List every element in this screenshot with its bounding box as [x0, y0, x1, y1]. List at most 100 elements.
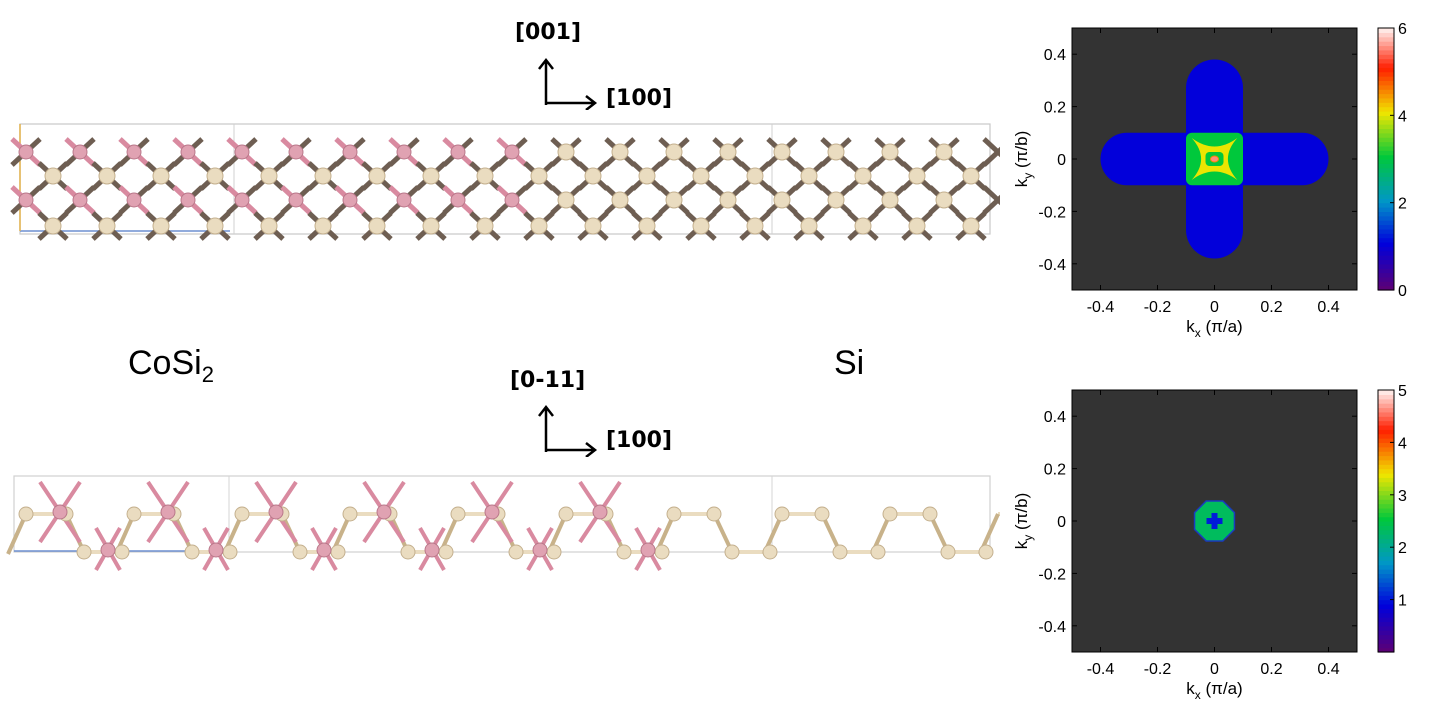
x-tick-label: -0.4: [1087, 661, 1115, 678]
si-atom: [665, 191, 683, 209]
colorbar-segment: [1378, 446, 1394, 452]
colorbar-segment: [1378, 110, 1394, 116]
colorbar-segment: [1378, 516, 1394, 522]
si-atom: [557, 191, 575, 209]
si-atom: [314, 217, 332, 235]
si-atom: [940, 544, 956, 560]
supercell-frame: [13, 475, 991, 553]
colorbar-segment: [1378, 481, 1394, 487]
y-tick-label: 0: [1057, 514, 1066, 531]
si-atom: [557, 143, 575, 161]
x-tick-label: 0.4: [1317, 299, 1339, 316]
colorbar-segment: [1378, 490, 1394, 496]
colorbar-segment: [1378, 97, 1394, 103]
co-atom: [450, 144, 466, 160]
colorbar-segment: [1378, 128, 1394, 134]
colorbar-segment: [1378, 569, 1394, 574]
co-atom: [160, 504, 176, 520]
colorbar-segment: [1378, 547, 1394, 553]
co-atom: [100, 542, 116, 558]
si-atom: [854, 217, 872, 235]
top-structure-panel: [001] [100]: [0, 0, 1000, 260]
colorbar-segment: [1378, 281, 1394, 287]
colorbar-segment: [1378, 54, 1394, 60]
colorbar-segment: [1378, 93, 1394, 99]
colorbar-segment: [1378, 220, 1394, 226]
colorbar-segment: [1378, 486, 1394, 492]
colorbar-segment: [1378, 621, 1394, 627]
colorbar-segment: [1378, 477, 1394, 483]
si-atom: [638, 217, 656, 235]
atom-group: [18, 504, 994, 560]
colorbar-segment: [1378, 67, 1394, 73]
co-atom: [288, 144, 304, 160]
si-atom: [314, 167, 332, 185]
cosi2-label-main: CoSi: [128, 344, 202, 382]
heatmap-regions: [1193, 500, 1236, 542]
atom-group: [18, 143, 980, 235]
si-atom: [422, 217, 440, 235]
co-atom: [72, 144, 88, 160]
colorbar-tick-label: 5: [1398, 383, 1407, 400]
colorbar-segment: [1378, 154, 1394, 160]
colorbar-segment: [1378, 555, 1394, 561]
co-atom: [208, 542, 224, 558]
x-tick-label: -0.4: [1087, 299, 1115, 316]
colorbar-segment: [1378, 420, 1394, 426]
co-atom: [450, 192, 466, 208]
si-atom: [422, 167, 440, 185]
x-tick-label: 0: [1210, 299, 1219, 316]
co-atom: [18, 192, 34, 208]
y-tick-label: 0.4: [1044, 409, 1066, 426]
colorbar-segment: [1378, 542, 1394, 548]
si-atom: [44, 217, 62, 235]
x-tick-label: 0.2: [1260, 661, 1282, 678]
si-atom: [665, 143, 683, 161]
colorbar-segment: [1378, 529, 1394, 535]
si-atom: [476, 217, 494, 235]
co-atom: [484, 504, 500, 520]
colorbar-segment: [1378, 180, 1394, 186]
bottom-structure-panel: [0-11] [100]: [0, 360, 1000, 600]
si-atom: [546, 544, 562, 560]
co-atom: [396, 144, 412, 160]
x-ticks: -0.4 -0.2 0 0.2 0.4: [1087, 28, 1340, 316]
co-atom: [532, 542, 548, 558]
si-atom: [870, 544, 886, 560]
co-atom: [504, 144, 520, 160]
si-atom: [184, 544, 200, 560]
colorbar-segment: [1378, 451, 1394, 457]
colorbar-segment: [1378, 608, 1394, 614]
colorbar-segment: [1378, 612, 1394, 618]
colorbar-segment: [1378, 119, 1394, 125]
co-atom: [592, 504, 608, 520]
colorbar-segment: [1378, 403, 1394, 409]
si-atom: [908, 167, 926, 185]
colorbar-segment: [1378, 468, 1394, 474]
colorbar-tick-label: 0: [1398, 283, 1407, 300]
si-atom: [854, 167, 872, 185]
si-atom: [206, 217, 224, 235]
si-atom: [584, 217, 602, 235]
co-atom: [424, 542, 440, 558]
colorbar-segment: [1378, 390, 1394, 395]
si-atom: [292, 544, 308, 560]
si-label: Si: [834, 344, 865, 382]
colorbar-tick-label: 4: [1398, 435, 1407, 452]
colorbar-segment: [1378, 185, 1394, 191]
colorbar-segment: [1378, 193, 1394, 199]
heatmap-region: [1211, 513, 1218, 529]
colorbar-segment: [1378, 564, 1394, 570]
colorbar-segment: [1378, 525, 1394, 531]
colorbar-tick-label: 4: [1398, 108, 1407, 125]
si-atom: [450, 506, 466, 522]
colorbar-segment: [1378, 272, 1394, 278]
heatmap-region: [1210, 155, 1219, 163]
colorbar-segment: [1378, 259, 1394, 265]
si-atom: [44, 167, 62, 185]
y-ticks: 0.4 0.2 0 -0.2 -0.4: [1038, 47, 1357, 274]
si-atom: [706, 506, 722, 522]
y-axis-label: ky (π/b): [1012, 493, 1035, 549]
colorbar-tick-label: 2: [1398, 540, 1407, 557]
k-space-map-bottom: -0.4 -0.2 0 0.2 0.4 0.4 0.2 0 -0.2 -0.4 kx (π/a) ky…: [1012, 383, 1407, 702]
